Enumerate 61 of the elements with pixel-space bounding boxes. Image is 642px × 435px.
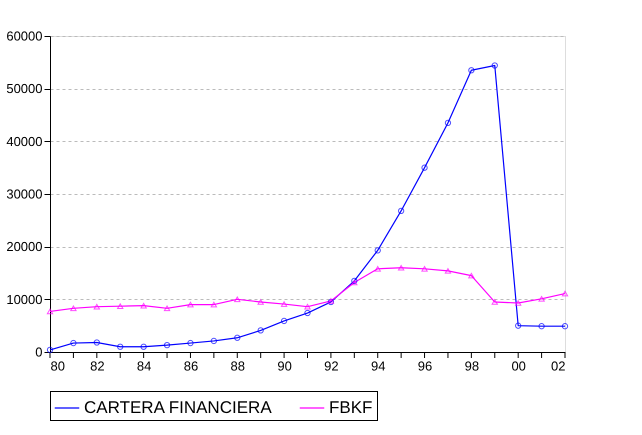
point (444, 120, 452, 126)
x-tick-label: 82 (90, 358, 105, 374)
point (210, 338, 218, 344)
point (210, 302, 218, 308)
point (374, 266, 381, 272)
point (515, 300, 522, 306)
point (444, 268, 452, 274)
point (70, 340, 77, 346)
y-tick-label: 50000 (6, 81, 42, 96)
y-tick-label: 10000 (6, 292, 42, 307)
point (398, 208, 404, 214)
y-tick-label: 20000 (6, 239, 42, 254)
point (374, 247, 381, 254)
point (234, 334, 240, 341)
point (70, 305, 77, 312)
point (421, 164, 428, 171)
point (538, 296, 545, 302)
y-tick-label: 0 (35, 344, 42, 360)
x-tick-label: 02 (551, 358, 566, 374)
point (117, 344, 124, 350)
point (280, 318, 288, 324)
point (280, 301, 288, 307)
x-tick-label: 84 (136, 358, 152, 374)
point (234, 296, 240, 302)
point (164, 342, 170, 348)
legend-label: FBKF (329, 398, 372, 417)
point (258, 327, 264, 334)
point (117, 303, 124, 309)
point (258, 299, 264, 305)
legend-label: CARTERA FINANCIERA (84, 398, 272, 417)
point (538, 323, 545, 330)
x-tick-label: 80 (50, 358, 65, 374)
point (421, 266, 428, 272)
x-tick-label: 94 (370, 358, 386, 374)
point (304, 304, 311, 310)
point (164, 305, 170, 312)
x-tick-label: 86 (184, 358, 198, 374)
x-tick-label: 88 (230, 358, 246, 374)
x-tick-label: 00 (511, 358, 526, 374)
point (46, 308, 54, 314)
y-tick-label: 30000 (6, 186, 42, 202)
point (94, 339, 100, 346)
y-tick-label: 40000 (6, 134, 42, 149)
point (140, 302, 147, 308)
y-tick-label: 60000 (6, 28, 42, 44)
point (468, 272, 475, 278)
x-tick-label: 92 (324, 358, 339, 374)
point (94, 304, 100, 310)
x-tick-label: 98 (464, 358, 480, 374)
point (398, 264, 404, 271)
point (562, 290, 568, 296)
point (304, 310, 311, 316)
x-tick-label: 90 (277, 358, 292, 374)
point (187, 340, 194, 346)
point (140, 344, 147, 350)
point (492, 62, 498, 69)
point (492, 299, 498, 305)
point (515, 322, 522, 329)
x-tick-label: 96 (418, 358, 432, 374)
point (468, 67, 475, 74)
point (187, 302, 194, 308)
